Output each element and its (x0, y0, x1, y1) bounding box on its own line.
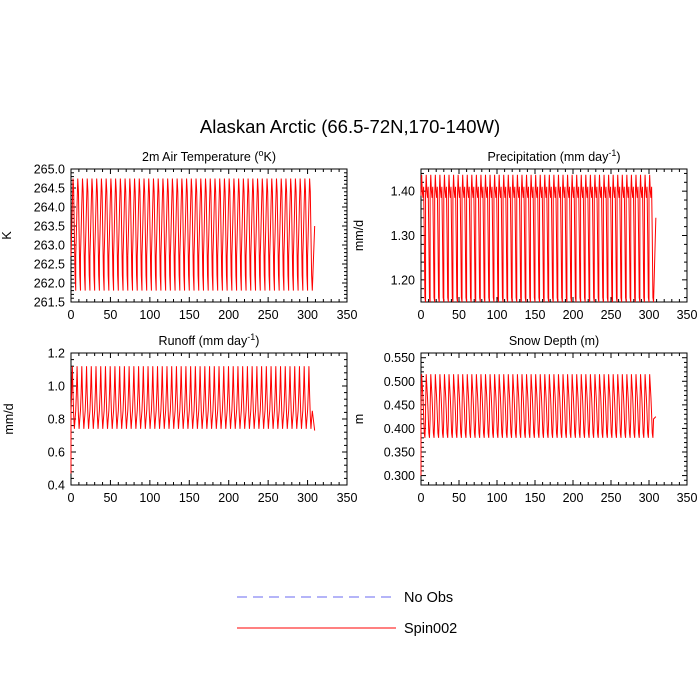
x-tick-label-precip: 250 (601, 308, 622, 322)
chart-title-air-temp: 2m Air Temperature (oK) (142, 148, 276, 164)
x-tick-label-precip: 200 (563, 308, 584, 322)
chart-title-snow-depth: Snow Depth (m) (509, 334, 599, 348)
x-tick-label-snow-depth: 300 (639, 491, 660, 505)
x-tick-label-air-temp: 250 (258, 308, 279, 322)
x-tick-label-snow-depth: 100 (487, 491, 508, 505)
series-line-air-temp-spin002 (70, 178, 316, 291)
y-tick-label-precip: 1.30 (391, 229, 415, 243)
y-tick-label-runoff: 0.4 (48, 479, 65, 493)
legend: No Obs Spin002 (237, 590, 457, 637)
series-line-runoff-spin002 (70, 366, 316, 474)
y-tick-label-runoff: 1.0 (48, 380, 65, 394)
x-tick-label-runoff: 350 (337, 491, 358, 505)
y-tick-label-air-temp: 261.5 (34, 296, 65, 310)
chart-title-precip: Precipitation (mm day-1) (487, 148, 620, 164)
y-axis-label-snow-depth: m (352, 414, 366, 424)
x-tick-label-runoff: 250 (258, 491, 279, 505)
x-tick-label-snow-depth: 200 (563, 491, 584, 505)
y-tick-label-air-temp: 262.0 (34, 277, 65, 291)
y-tick-label-snow-depth: 0.550 (384, 351, 415, 365)
x-tick-label-air-temp: 150 (179, 308, 200, 322)
x-tick-label-snow-depth: 0 (418, 491, 425, 505)
x-tick-label-snow-depth: 150 (525, 491, 546, 505)
chart-runoff: Runoff (mm day-1) mm/d 0 50 100 150 200 250 300 3… (2, 332, 357, 505)
y-tick-label-air-temp: 262.5 (34, 258, 65, 272)
plot-frame-air-temp (70, 168, 348, 303)
series-line-precip-spin002 (420, 174, 657, 303)
y-tick-label-snow-depth: 0.400 (384, 422, 415, 436)
y-tick-label-snow-depth: 0.500 (384, 375, 415, 389)
chart-snow-depth: Snow Depth (m) m 0 50 100 150 200 250 300 350 0.30… (352, 334, 697, 505)
x-tick-label-precip: 150 (525, 308, 546, 322)
x-tick-label-snow-depth: 250 (601, 491, 622, 505)
y-tick-label-air-temp: 265.0 (34, 163, 65, 177)
x-tick-label-air-temp: 100 (139, 308, 160, 322)
x-tick-label-air-temp: 200 (218, 308, 239, 322)
chart-title-runoff: Runoff (mm day-1) (159, 332, 260, 348)
x-tick-label-runoff: 0 (68, 491, 75, 505)
series-line-snow-depth-spin002 (420, 374, 657, 476)
x-tick-label-runoff: 300 (297, 491, 318, 505)
x-tick-label-precip: 100 (487, 308, 508, 322)
x-tick-label-air-temp: 50 (103, 308, 117, 322)
figure-title: Alaskan Arctic (66.5-72N,170-140W) (200, 116, 500, 137)
y-tick-label-precip: 1.20 (391, 273, 415, 287)
y-tick-label-snow-depth: 0.300 (384, 469, 415, 483)
x-tick-label-air-temp: 300 (297, 308, 318, 322)
x-tick-label-precip: 50 (452, 308, 466, 322)
x-tick-label-runoff: 200 (218, 491, 239, 505)
y-axis-label-air-temp: K (0, 231, 14, 240)
y-tick-label-air-temp: 264.0 (34, 201, 65, 215)
x-tick-label-runoff: 100 (139, 491, 160, 505)
y-tick-label-precip: 1.40 (391, 185, 415, 199)
x-tick-label-precip: 0 (418, 308, 425, 322)
y-tick-label-snow-depth: 0.350 (384, 446, 415, 460)
y-tick-label-runoff: 1.2 (48, 347, 65, 361)
y-tick-label-air-temp: 263.5 (34, 220, 65, 234)
x-tick-label-snow-depth: 350 (677, 491, 698, 505)
legend-label-spin002: Spin002 (404, 621, 457, 637)
x-tick-label-air-temp: 0 (68, 308, 75, 322)
legend-label-no-obs: No Obs (404, 590, 453, 606)
y-axis-label-runoff: mm/d (2, 403, 16, 434)
chart-air-temp: 2m Air Temperature (oK) K 0 50 100 150 200 250 3… (0, 148, 357, 322)
x-tick-label-precip: 300 (639, 308, 660, 322)
x-tick-label-air-temp: 350 (337, 308, 358, 322)
y-tick-label-runoff: 0.8 (48, 413, 65, 427)
y-tick-label-air-temp: 264.5 (34, 182, 65, 196)
x-tick-label-precip: 350 (677, 308, 698, 322)
chart-precip: Precipitation (mm day-1) mm/d 0 50 100 150 200… (352, 148, 697, 322)
y-tick-label-runoff: 0.6 (48, 446, 65, 460)
panels: 2m Air Temperature (oK) K 0 50 100 150 200 250 3… (0, 148, 697, 505)
x-tick-label-runoff: 50 (103, 491, 117, 505)
y-tick-label-air-temp: 263.0 (34, 239, 65, 253)
y-axis-label-precip: mm/d (352, 220, 366, 251)
y-tick-label-snow-depth: 0.450 (384, 398, 415, 412)
x-tick-label-snow-depth: 50 (452, 491, 466, 505)
x-tick-label-runoff: 150 (179, 491, 200, 505)
